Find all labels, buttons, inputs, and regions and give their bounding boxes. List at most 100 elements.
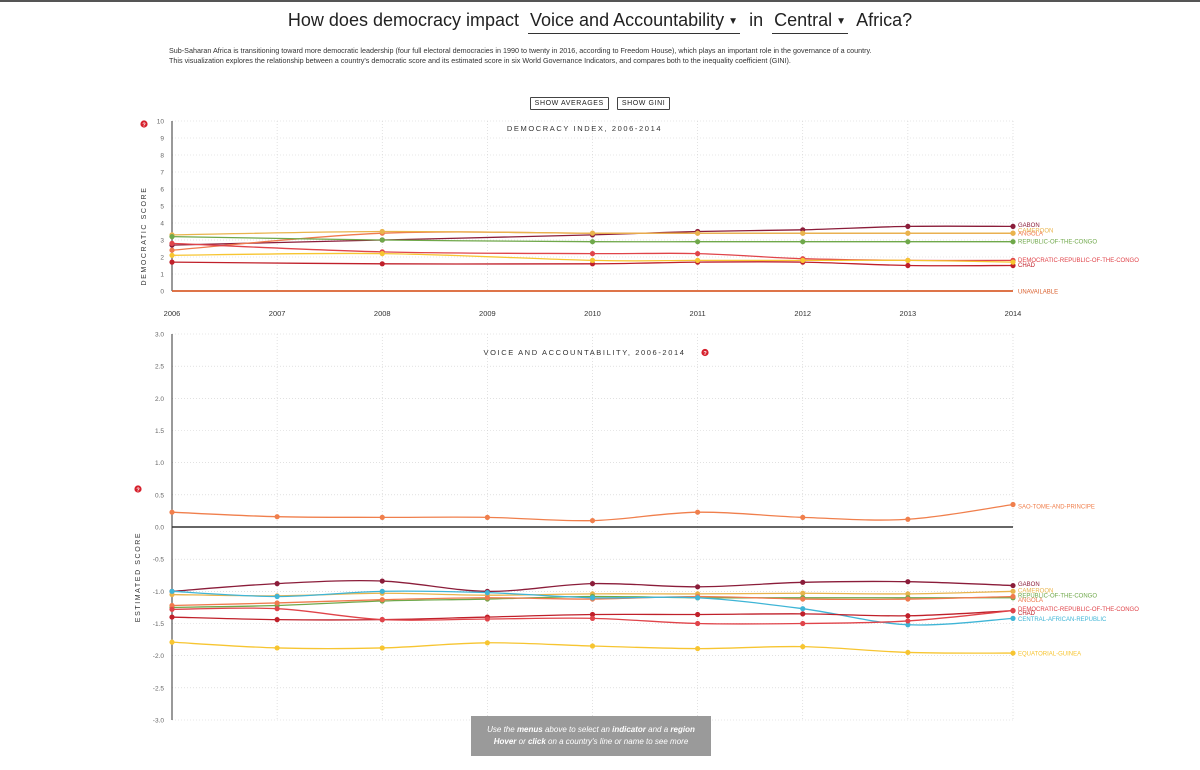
dem-data-point	[1010, 259, 1016, 265]
page-title: How does democracy impact Voice and Acco…	[0, 10, 1200, 34]
dem-y-tick-label: 1	[160, 272, 164, 279]
va-data-point	[800, 644, 806, 650]
dem-data-point	[905, 239, 911, 245]
va-data-point	[905, 613, 911, 619]
va-data-point	[695, 584, 701, 590]
intro-line-2: This visualization explores the relation…	[169, 56, 791, 65]
dem-x-tick-label: 2007	[269, 309, 286, 318]
dem-data-point	[169, 240, 175, 246]
dem-series-line	[171, 230, 1013, 236]
dem-data-point	[1010, 230, 1016, 236]
dem-data-point	[169, 252, 175, 258]
va-data-point	[1010, 650, 1016, 656]
chevron-down-icon: ▼	[728, 15, 739, 27]
dem-x-tick-label: 2008	[374, 309, 391, 318]
va-data-point	[484, 616, 490, 622]
dem-y-tick-label: 6	[160, 187, 164, 194]
va-data-point	[589, 517, 596, 524]
va-data-point	[695, 645, 701, 652]
va-y-tick-label: -0.5	[153, 557, 165, 564]
dem-series-end-label: ANGOLA	[1018, 232, 1043, 238]
dem-data-point	[695, 251, 701, 257]
dem-data-point	[905, 257, 911, 263]
dem-data-point	[169, 247, 175, 253]
indicator-value: Voice and Accountability	[530, 10, 725, 30]
dem-data-point	[695, 230, 701, 236]
va-data-point	[169, 588, 175, 594]
dem-data-point	[589, 257, 596, 263]
va-data-point	[379, 617, 385, 623]
dem-series-end-label: GABON	[1018, 223, 1040, 229]
va-data-point	[800, 590, 806, 596]
dem-series-line	[171, 225, 1014, 246]
va-data-point	[1010, 501, 1016, 508]
va-y-tick-label: 2.5	[155, 364, 164, 371]
dem-data-point	[905, 223, 911, 229]
va-data-point	[484, 590, 490, 596]
va-series-end-label: ANGOLA	[1018, 598, 1043, 604]
va-data-point	[800, 620, 806, 627]
va-data-point	[589, 615, 596, 621]
dem-y-axis-label: DEMOCRATIC SCORE	[141, 187, 148, 286]
va-data-point	[169, 602, 175, 609]
va-data-point	[379, 597, 385, 603]
dem-x-tick-label: 2014	[1005, 309, 1022, 318]
va-chart-title: VOICE AND ACCOUNTABILITY, 2006-2014	[483, 348, 685, 357]
intro-line-1: Sub-Saharan Africa is transitioning towa…	[169, 46, 872, 55]
tooltip-line-2: Hover or click on a country's line or na…	[493, 737, 689, 746]
show-gini-button[interactable]: SHOW GINI	[616, 97, 671, 110]
va-data-point	[484, 640, 490, 646]
dem-x-tick-label: 2009	[479, 309, 496, 318]
dem-x-tick-label: 2011	[690, 309, 706, 318]
dem-y-tick-label: 2	[160, 255, 164, 262]
va-y-tick-label: 1.0	[155, 460, 164, 467]
dem-series-line	[171, 261, 1014, 267]
question-icon-glyph: ?	[142, 122, 146, 128]
va-data-point	[169, 639, 175, 645]
dem-x-tick-label: 2006	[164, 309, 181, 318]
dem-data-point	[695, 257, 701, 263]
va-series-end-label: GABON	[1018, 582, 1040, 588]
va-data-point	[905, 622, 911, 628]
va-data-point	[274, 606, 280, 612]
va-y-tick-label: -1.5	[153, 621, 165, 628]
dem-x-tick-label: 2012	[794, 309, 811, 318]
dem-x-tick-label: 2010	[584, 309, 601, 318]
dem-data-point	[379, 261, 385, 267]
dem-data-point	[589, 230, 596, 236]
va-data-point	[274, 600, 280, 606]
dem-data-point	[589, 239, 596, 245]
top-border	[0, 0, 1200, 2]
va-series-end-label: CAMEROON	[1018, 589, 1053, 595]
va-data-point	[800, 579, 806, 585]
va-series-end-label: DEMOCRATIC-REPUBLIC-OF-THE-CONGO	[1018, 607, 1139, 613]
va-series-end-label: SAO-TOME-AND-PRINCIPE	[1018, 504, 1095, 510]
question-icon	[701, 348, 709, 357]
va-data-point	[905, 649, 911, 656]
indicator-dropdown[interactable]: Voice and Accountability ▼	[528, 10, 741, 34]
dem-data-point	[800, 230, 806, 236]
va-data-point	[589, 643, 596, 649]
dem-series-end-label: CHAD	[1018, 263, 1036, 269]
va-data-point	[379, 578, 385, 584]
va-data-point	[589, 595, 596, 601]
va-data-point	[1010, 593, 1016, 600]
va-y-tick-label: 2.0	[155, 396, 164, 403]
show-averages-button[interactable]: SHOW AVERAGES	[529, 97, 609, 110]
va-series-end-label: CENTRAL-AFRICAN-REPUBLIC	[1018, 617, 1107, 623]
va-data-point	[484, 595, 490, 601]
dem-y-tick-label: 3	[160, 238, 164, 245]
dem-data-point	[589, 251, 596, 257]
dem-y-tick-label: 0	[160, 289, 164, 296]
va-data-point	[905, 596, 911, 602]
va-data-point	[379, 645, 385, 651]
region-dropdown[interactable]: Central ▼	[772, 10, 849, 34]
va-data-point	[274, 593, 280, 600]
va-data-point	[1010, 582, 1016, 589]
dem-series-end-label: REPUBLIC-OF-THE-CONGO	[1018, 239, 1097, 245]
dem-data-point	[169, 234, 175, 240]
intro-text: Sub-Saharan Africa is transitioning towa…	[169, 46, 1039, 66]
title-suffix: Africa?	[856, 10, 913, 30]
dem-data-point	[169, 259, 175, 265]
